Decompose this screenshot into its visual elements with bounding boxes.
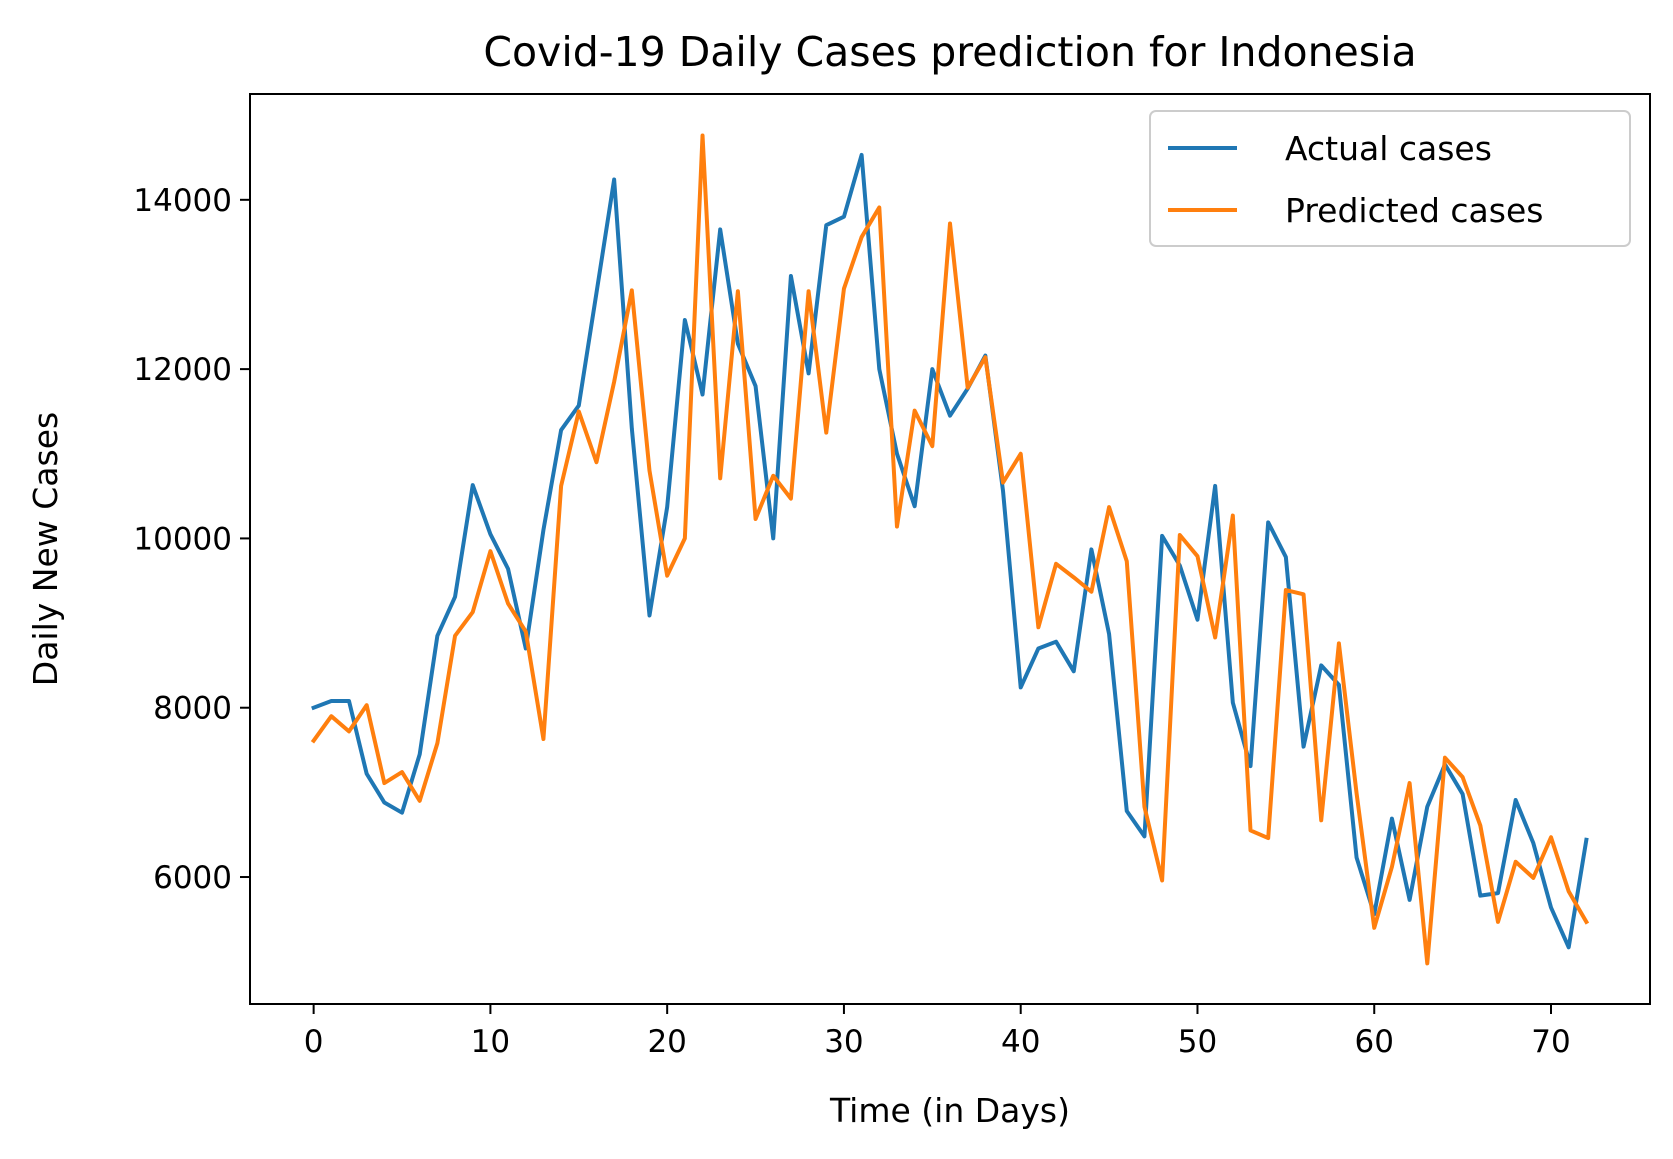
- x-tick-label: 10: [471, 1024, 510, 1060]
- chart-title: Covid-19 Daily Cases prediction for Indo…: [483, 28, 1416, 76]
- y-axis-label: Daily New Cases: [26, 412, 65, 686]
- legend-box: [1149, 110, 1631, 247]
- series-layer: [310, 133, 1590, 966]
- series-line-predicted-cases: [310, 133, 1590, 966]
- y-tick-label: 12000: [133, 352, 232, 388]
- x-tick-label: 60: [1355, 1024, 1394, 1060]
- y-tick-label: 6000: [153, 860, 232, 896]
- series-line-actual-cases: [311, 152, 1589, 950]
- legend-label: Predicted cases: [1285, 191, 1543, 230]
- x-tick-label: 70: [1531, 1024, 1570, 1060]
- plot-area-frame: [249, 93, 1651, 1005]
- x-tick-label: 30: [824, 1024, 863, 1060]
- y-axis: 6000 8000 10000 12000 14000: [133, 183, 250, 896]
- legend-label: Actual cases: [1285, 129, 1492, 168]
- x-axis-label: Time (in Days): [829, 1091, 1070, 1130]
- x-tick-label: 0: [304, 1024, 324, 1060]
- legend: Actual cases Predicted cases: [1149, 110, 1631, 247]
- x-tick-label: 50: [1178, 1024, 1217, 1060]
- x-tick-label: 40: [1001, 1024, 1040, 1060]
- x-axis: 0 10 20 30 40 50 60 70: [304, 1004, 1571, 1060]
- x-tick-label: 20: [647, 1024, 686, 1060]
- y-tick-label: 10000: [133, 521, 232, 557]
- y-tick-label: 14000: [133, 183, 232, 219]
- y-tick-label: 8000: [153, 691, 232, 727]
